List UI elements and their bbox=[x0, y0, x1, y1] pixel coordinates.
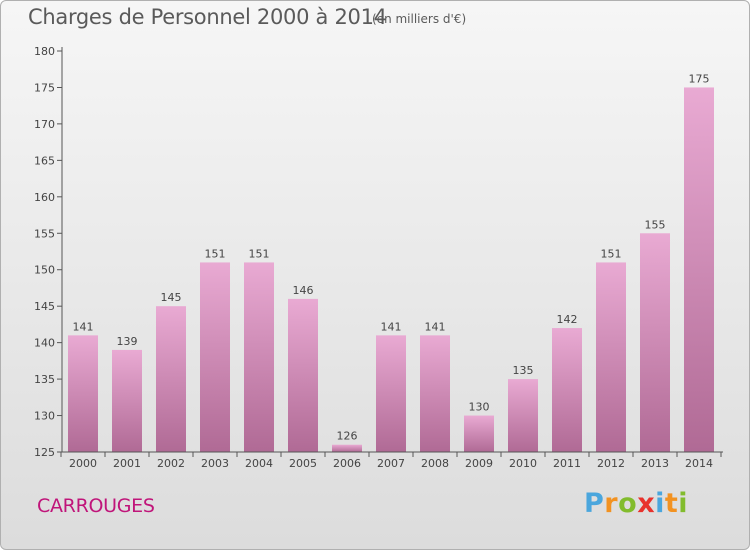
x-tick-label-2012: 2012 bbox=[597, 457, 625, 470]
data-label-2003: 151 bbox=[205, 247, 226, 260]
data-label-2008: 141 bbox=[425, 320, 446, 333]
y-tick-label-165: 165 bbox=[34, 154, 55, 167]
x-tick-label-2005: 2005 bbox=[289, 457, 317, 470]
data-label-2001: 139 bbox=[117, 335, 138, 348]
data-label-2004: 151 bbox=[249, 247, 270, 260]
bar-2005 bbox=[288, 298, 318, 452]
bar-2012 bbox=[596, 262, 626, 452]
data-label-2000: 141 bbox=[73, 320, 94, 333]
x-tick-label-2009: 2009 bbox=[465, 457, 493, 470]
bars-layer: 141 139 145 151 151 146 126 141 141 130 135 142 151 1… bbox=[68, 72, 714, 453]
bar-2002 bbox=[156, 306, 186, 452]
y-tick-label-125: 125 bbox=[34, 446, 55, 459]
x-tick-label-2010: 2010 bbox=[509, 457, 537, 470]
data-label-2005: 146 bbox=[293, 284, 314, 297]
y-tick-label-140: 140 bbox=[34, 337, 55, 350]
logo-letter: P bbox=[584, 488, 605, 519]
bar-2000 bbox=[68, 335, 98, 452]
x-tick-label-2000: 2000 bbox=[69, 457, 97, 470]
y-tick-label-180: 180 bbox=[34, 45, 55, 58]
data-label-2009: 130 bbox=[469, 401, 490, 414]
logo-letter: x bbox=[637, 488, 656, 519]
data-label-2010: 135 bbox=[513, 364, 534, 377]
data-label-2012: 151 bbox=[601, 247, 622, 260]
x-tick-label-2004: 2004 bbox=[245, 457, 273, 470]
y-tick-label-160: 160 bbox=[34, 191, 55, 204]
bar-2007 bbox=[376, 335, 406, 452]
bar-2001 bbox=[112, 349, 142, 452]
x-tick-label-2011: 2011 bbox=[553, 457, 581, 470]
logo-letter: o bbox=[618, 488, 638, 519]
logo-letter: r bbox=[604, 488, 619, 519]
bar-2004 bbox=[244, 262, 274, 452]
y-tick-label-170: 170 bbox=[34, 118, 55, 131]
bar-2013 bbox=[640, 233, 670, 452]
data-label-2013: 155 bbox=[645, 218, 666, 231]
proxiti-logo: Proxiti bbox=[584, 488, 688, 519]
axes-layer: 125 130 135 140 145 150 155 160 165 170 175 180 2000… bbox=[34, 45, 723, 470]
chart-title: Charges de Personnel 2000 à 2014 bbox=[28, 5, 387, 29]
x-tick-label-2007: 2007 bbox=[377, 457, 405, 470]
bar-2003 bbox=[200, 262, 230, 452]
data-label-2014: 175 bbox=[689, 72, 710, 85]
bar-2009 bbox=[464, 415, 494, 452]
y-tick-label-135: 135 bbox=[34, 373, 55, 386]
bar-2010 bbox=[508, 379, 538, 452]
y-tick-label-145: 145 bbox=[34, 300, 55, 313]
x-tick-label-2001: 2001 bbox=[113, 457, 141, 470]
y-tick-label-130: 130 bbox=[34, 410, 55, 423]
logo-letter: t bbox=[664, 488, 679, 519]
town-name: CARROUGES bbox=[37, 495, 155, 517]
x-tick-label-2008: 2008 bbox=[421, 457, 449, 470]
x-tick-label-2013: 2013 bbox=[641, 457, 669, 470]
logo-letter: i bbox=[678, 488, 689, 519]
data-label-2011: 142 bbox=[557, 313, 578, 326]
x-tick-label-2002: 2002 bbox=[157, 457, 185, 470]
x-tick-label-2006: 2006 bbox=[333, 457, 361, 470]
data-label-2007: 141 bbox=[381, 320, 402, 333]
x-tick-label-2003: 2003 bbox=[201, 457, 229, 470]
y-tick-label-155: 155 bbox=[34, 227, 55, 240]
chart-subtitle: (en milliers d'€) bbox=[372, 12, 467, 26]
data-label-2006: 126 bbox=[337, 430, 358, 443]
bar-2014 bbox=[684, 87, 714, 453]
x-tick-label-2014: 2014 bbox=[685, 457, 713, 470]
bar-2006 bbox=[332, 444, 362, 452]
logo-letter: i bbox=[655, 488, 665, 519]
data-label-2002: 145 bbox=[161, 291, 182, 304]
bar-2008 bbox=[420, 335, 450, 452]
bar-2011 bbox=[552, 328, 582, 452]
y-tick-label-150: 150 bbox=[34, 264, 55, 277]
y-tick-label-175: 175 bbox=[34, 81, 55, 94]
